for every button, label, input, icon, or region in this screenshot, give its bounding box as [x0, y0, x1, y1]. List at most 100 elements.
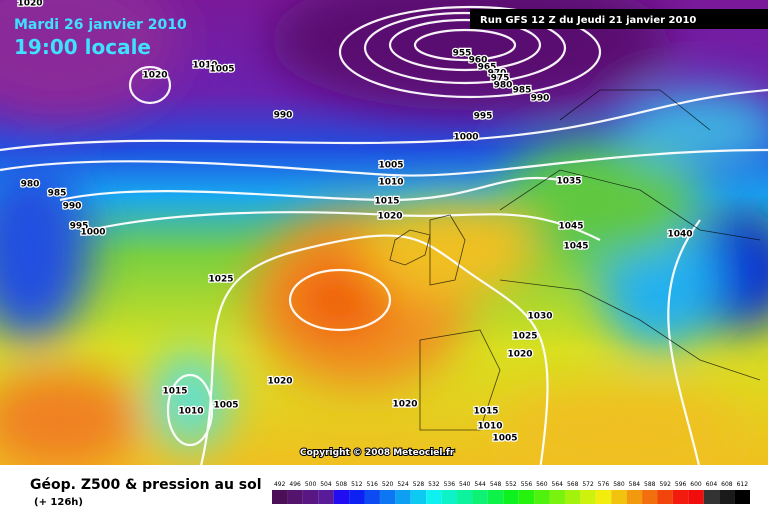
- scale-swatch: [672, 490, 689, 504]
- isobar-label: 995: [70, 222, 89, 232]
- scale-label: 516: [366, 481, 378, 488]
- isobar-label: 980: [494, 81, 513, 91]
- isobar-label: 1020: [507, 350, 532, 360]
- scale-label: 492: [274, 481, 286, 488]
- scale-label: 556: [521, 481, 533, 488]
- scale-label: 596: [675, 481, 687, 488]
- isobar-label: 1045: [563, 242, 588, 252]
- scale-label: 500: [305, 481, 317, 488]
- isobar-label: 970: [488, 69, 507, 79]
- run-label: Run GFS 12 Z du Jeudi 21 janvier 2010: [480, 15, 696, 26]
- scale-swatch: [410, 490, 427, 504]
- scale-swatch: [719, 490, 735, 504]
- isobar-label: 1010: [477, 422, 502, 432]
- scale-swatch: [457, 490, 473, 504]
- isobar-label: 990: [531, 94, 550, 104]
- isobar-label: 1005: [209, 65, 234, 75]
- isobar-label: 1005: [213, 401, 238, 411]
- scale-label: 496: [289, 481, 301, 488]
- scale-label: 612: [737, 481, 749, 488]
- isobar-label: 1020: [377, 212, 402, 222]
- scale-label: 552: [505, 481, 517, 488]
- scale-swatch: [287, 490, 303, 504]
- scale-label: 528: [413, 481, 425, 488]
- scale-swatch: [642, 490, 658, 504]
- scale-label: 588: [644, 481, 656, 488]
- isobar-label: 1015: [374, 197, 399, 207]
- footer-lead: (+ 126h): [34, 497, 83, 508]
- scale-label: 580: [613, 481, 625, 488]
- isobar-label: 960: [469, 56, 488, 66]
- isobar-label: 1020: [392, 400, 417, 410]
- isobar-label: 975: [491, 74, 510, 84]
- scale-swatch: [534, 490, 550, 504]
- scale-swatch: [657, 490, 673, 504]
- scale-swatch: [395, 490, 411, 504]
- isobar-label: 1000: [80, 228, 105, 238]
- isobar-label: 1020: [267, 377, 292, 387]
- scale-label: 512: [351, 481, 363, 488]
- isobar-label: 1025: [512, 332, 537, 342]
- scale-label: 592: [659, 481, 671, 488]
- field: [0, 0, 768, 465]
- scale-swatch: [734, 490, 750, 504]
- scale-label: 560: [536, 481, 548, 488]
- scale-label: 572: [582, 481, 594, 488]
- scale-swatch: [549, 490, 565, 504]
- scale-label: 568: [567, 481, 579, 488]
- isobar-label: 990: [63, 202, 82, 212]
- scale-swatch: [441, 490, 458, 504]
- date-label: Mardi 26 janvier 2010: [14, 17, 187, 33]
- footer-title: Géop. Z500 & pression au sol: [30, 477, 262, 493]
- isobar-label: 985: [513, 86, 532, 96]
- scale-swatch: [318, 490, 334, 504]
- scale-label: 564: [552, 481, 564, 488]
- isobar-label: 1020: [17, 0, 42, 9]
- scale-label: 504: [320, 481, 332, 488]
- isobar-label: 1025: [208, 275, 233, 285]
- isobar-label: 1020: [142, 71, 167, 81]
- scale-swatch: [595, 490, 612, 504]
- scale-swatch: [580, 490, 596, 504]
- isobar-label: 1010: [378, 178, 403, 188]
- scale-swatch: [518, 490, 535, 504]
- isobar-label: 1010: [178, 407, 203, 417]
- scale-swatch: [487, 490, 504, 504]
- isobar-label: 1015: [473, 407, 498, 417]
- scale-swatch: [626, 490, 643, 504]
- scale-swatch: [564, 490, 581, 504]
- scale-label: 540: [459, 481, 471, 488]
- isobar-label: 1015: [162, 387, 187, 397]
- scale-label: 584: [629, 481, 641, 488]
- scale-swatch: [333, 490, 350, 504]
- scale-swatch: [302, 490, 319, 504]
- isobar-label: 985: [48, 189, 67, 199]
- isobar-label: 1000: [453, 133, 478, 143]
- scale-label: 600: [690, 481, 702, 488]
- scale-label: 548: [490, 481, 502, 488]
- scale-swatch: [503, 490, 519, 504]
- scale-swatch: [379, 490, 396, 504]
- scale-label: 536: [444, 481, 456, 488]
- legend-bar: [0, 465, 768, 512]
- scale-label: 576: [598, 481, 610, 488]
- isobar-label: 1040: [667, 230, 692, 240]
- scale-label: 608: [721, 481, 733, 488]
- scale-label: 604: [706, 481, 718, 488]
- isobar-label: 1045: [558, 222, 583, 232]
- scale-swatch: [611, 490, 627, 504]
- scale-swatch: [364, 490, 380, 504]
- scale-label: 520: [382, 481, 394, 488]
- time-label: 19:00 locale: [14, 35, 151, 59]
- copyright: Copyright © 2008 Meteociel.fr: [300, 448, 455, 458]
- isobar-label: 955: [453, 49, 472, 59]
- scale-label: 508: [336, 481, 348, 488]
- scale-swatch: [703, 490, 720, 504]
- scale-swatch: [349, 490, 365, 504]
- scale-label: 524: [397, 481, 409, 488]
- scale-label: 544: [474, 481, 486, 488]
- isobar-label: 1035: [556, 177, 581, 187]
- color-scale: 492 496 500 504 508 512 516 520 524 528 532 536 540 5…: [272, 481, 750, 504]
